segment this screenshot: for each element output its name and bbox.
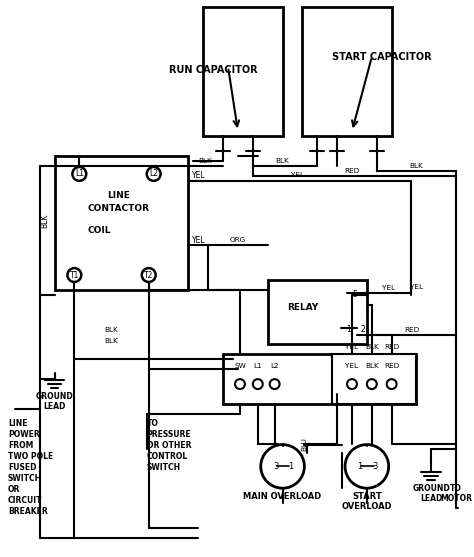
Text: MOTOR: MOTOR [440, 494, 472, 502]
Text: RED: RED [344, 168, 360, 174]
Text: BLK: BLK [410, 163, 423, 169]
Text: YEL: YEL [382, 285, 395, 291]
Text: YEL: YEL [191, 236, 205, 245]
Text: SWITCH: SWITCH [8, 474, 42, 483]
Text: RED: RED [404, 326, 419, 333]
Bar [55, 156, 188, 290]
Text: 3: 3 [273, 462, 278, 471]
Text: BLK: BLK [104, 339, 118, 344]
Text: BLK: BLK [365, 344, 379, 350]
Text: LINE: LINE [108, 191, 130, 200]
Text: ORG: ORG [230, 237, 246, 243]
Text: RED: RED [384, 344, 399, 350]
Bar [223, 354, 417, 404]
Text: LEAD: LEAD [43, 402, 66, 412]
Text: CONTACTOR: CONTACTOR [88, 204, 150, 213]
Text: L2: L2 [149, 169, 158, 178]
Text: CONTROL: CONTROL [147, 452, 188, 461]
Text: TO: TO [147, 419, 159, 428]
Bar [268, 280, 367, 344]
Text: BLK: BLK [40, 213, 49, 228]
Text: 2: 2 [361, 325, 365, 334]
Text: COIL: COIL [87, 226, 111, 235]
Text: YEL: YEL [291, 172, 304, 178]
Text: 1: 1 [357, 462, 363, 471]
Text: T1: T1 [70, 271, 79, 280]
Bar [203, 7, 283, 136]
Text: YEL: YEL [410, 284, 423, 290]
Text: BLK: BLK [198, 158, 212, 164]
Text: TWO POLE: TWO POLE [8, 452, 53, 461]
Text: BLU: BLU [301, 437, 307, 451]
Text: RELAY: RELAY [287, 303, 318, 312]
Text: SWITCH: SWITCH [147, 463, 181, 472]
Text: 5: 5 [353, 290, 357, 299]
Text: L1: L1 [254, 363, 262, 369]
Text: OR: OR [8, 485, 20, 494]
Text: GROUND: GROUND [36, 393, 73, 402]
Text: POWER: POWER [8, 430, 40, 439]
Text: LEAD: LEAD [420, 494, 443, 502]
Text: YEL: YEL [346, 363, 358, 369]
Text: OR OTHER: OR OTHER [147, 441, 191, 450]
Text: FUSED: FUSED [8, 463, 36, 472]
Text: OVERLOAD: OVERLOAD [342, 501, 392, 511]
Text: MAIN OVERLOAD: MAIN OVERLOAD [244, 492, 322, 501]
Text: BLK: BLK [365, 363, 379, 369]
Text: PRESSURE: PRESSURE [147, 430, 191, 439]
Text: LINE: LINE [8, 419, 27, 428]
Text: GROUND: GROUND [412, 483, 450, 493]
Text: TO: TO [450, 483, 462, 493]
Text: RUN CAPACITOR: RUN CAPACITOR [169, 65, 257, 75]
Text: 1: 1 [346, 325, 351, 334]
Bar [332, 354, 417, 404]
Text: 3: 3 [372, 462, 377, 471]
Text: RED: RED [384, 363, 399, 369]
Text: BLK: BLK [104, 326, 118, 333]
Text: START CAPACITOR: START CAPACITOR [332, 52, 431, 62]
Text: START: START [352, 492, 382, 501]
Text: BLK: BLK [276, 158, 290, 164]
Text: CIRCUIT: CIRCUIT [8, 496, 43, 505]
Text: T2: T2 [144, 271, 154, 280]
Text: YEL: YEL [346, 344, 358, 350]
Text: 1: 1 [288, 462, 293, 471]
Text: L2: L2 [270, 363, 279, 369]
Text: BREAKER: BREAKER [8, 506, 48, 516]
Text: YEL: YEL [191, 172, 205, 180]
Bar [302, 7, 392, 136]
Text: L1: L1 [75, 169, 84, 178]
Text: FROM: FROM [8, 441, 33, 450]
Text: SW: SW [234, 363, 246, 369]
